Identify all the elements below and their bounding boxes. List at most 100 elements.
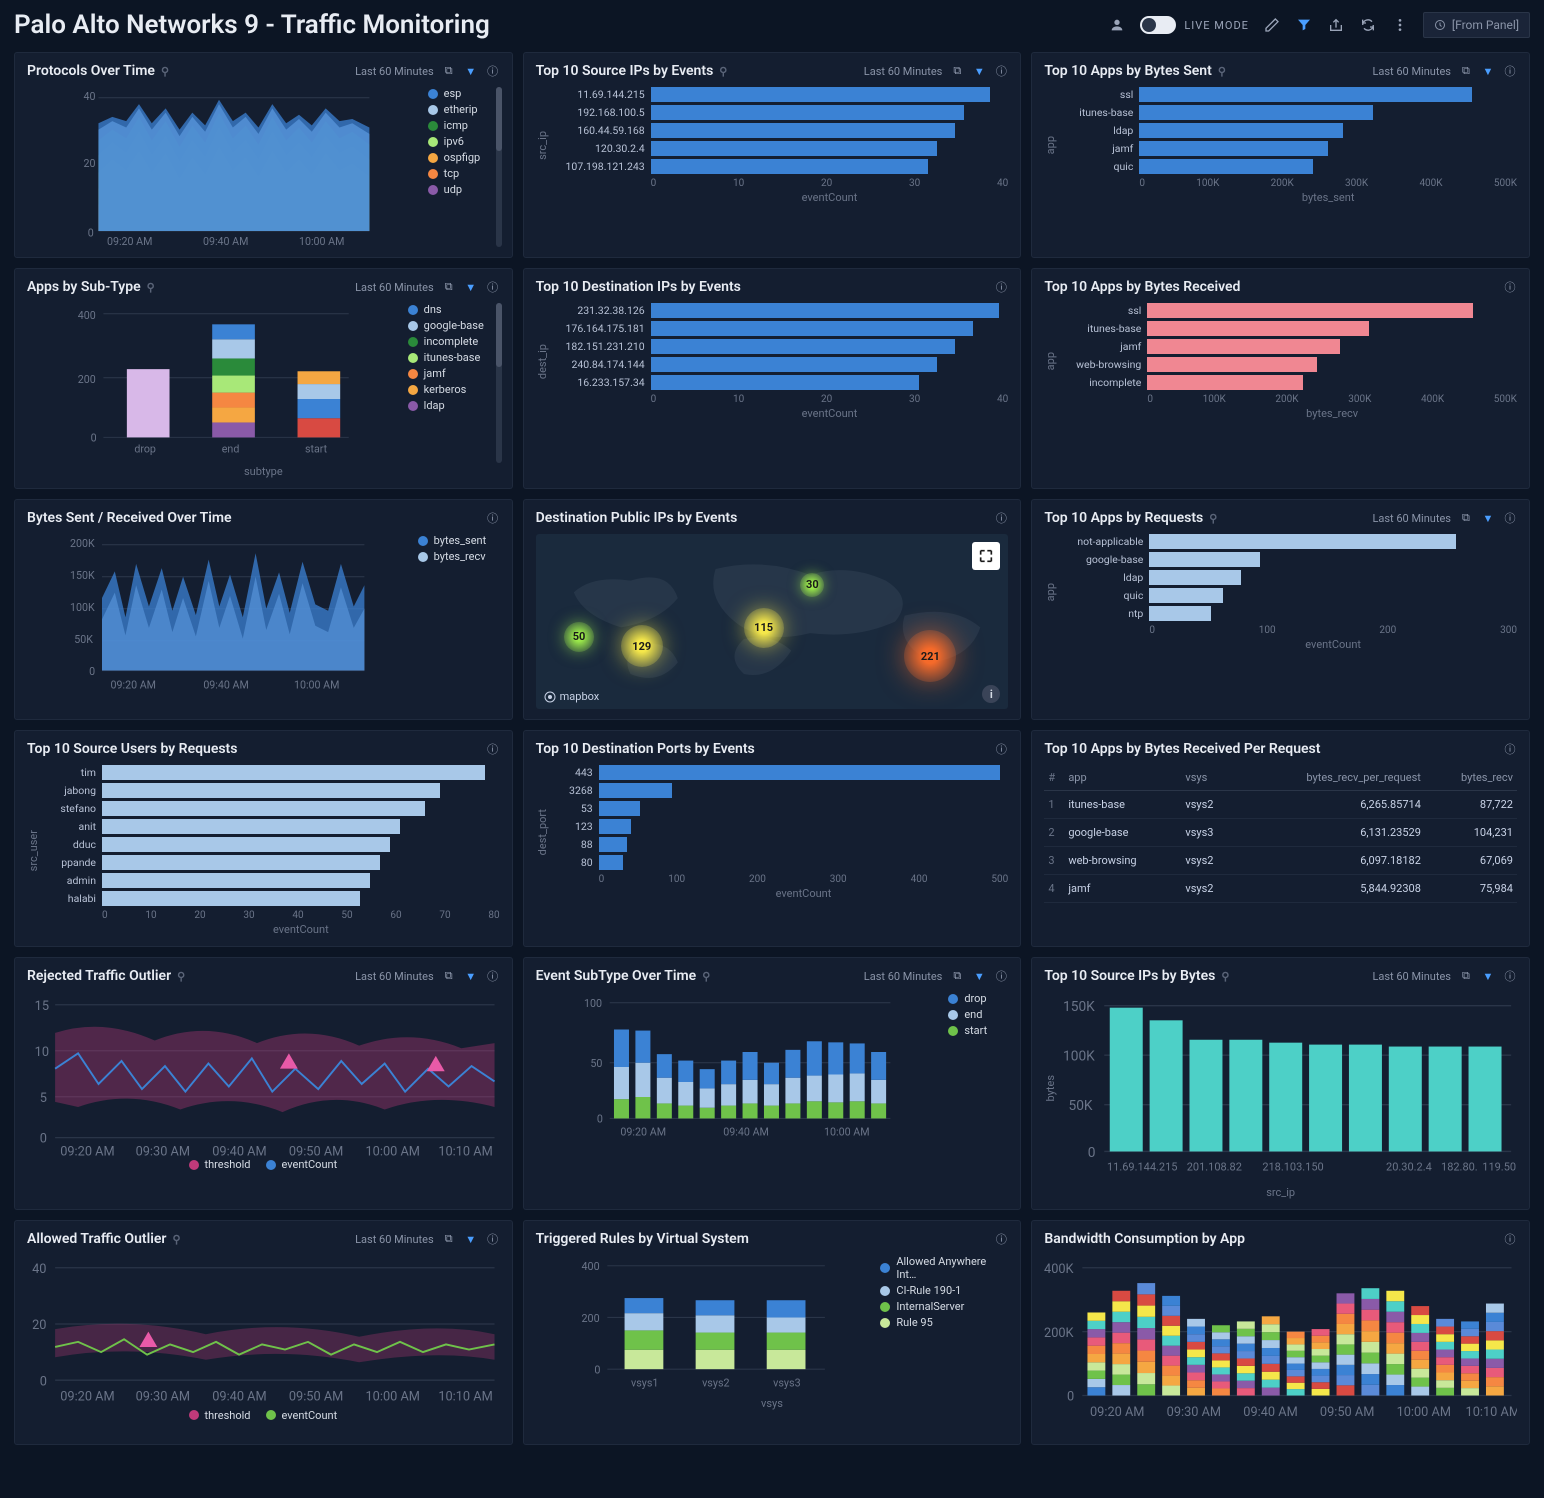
svg-text:100K: 100K xyxy=(1063,1049,1095,1065)
info-icon[interactable]: ⓘ xyxy=(1503,64,1517,78)
bar-row: halabi xyxy=(46,891,500,906)
svg-text:10:00 AM: 10:00 AM xyxy=(824,1126,870,1139)
svg-text:0: 0 xyxy=(91,432,97,445)
info-icon[interactable]: ⓘ xyxy=(1503,511,1517,525)
panel-bandwidth-by-app: Bandwidth Consumption by App ⓘ 400K 200K… xyxy=(1031,1220,1530,1445)
info-icon[interactable]: ⓘ xyxy=(486,280,500,294)
filter-icon[interactable]: ▼ xyxy=(1481,64,1495,78)
legend: thresholdeventCount xyxy=(181,1160,345,1173)
info-icon[interactable]: ⓘ xyxy=(994,742,1008,756)
magnify-icon[interactable]: ⚲ xyxy=(1221,970,1229,983)
info-icon[interactable]: ⓘ xyxy=(1503,742,1517,756)
svg-text:09:40 AM: 09:40 AM xyxy=(212,1390,266,1405)
copy-icon[interactable]: ⧉ xyxy=(1459,64,1473,78)
svg-text:vsys2: vsys2 xyxy=(702,1377,729,1390)
copy-icon[interactable]: ⧉ xyxy=(1459,511,1473,525)
user-icon[interactable] xyxy=(1108,16,1126,34)
info-icon[interactable]: ⓘ xyxy=(486,511,500,525)
svg-text:09:20 AM: 09:20 AM xyxy=(111,679,156,692)
filter-icon[interactable]: ▼ xyxy=(1481,511,1495,525)
info-icon[interactable]: ⓘ xyxy=(994,511,1008,525)
info-icon[interactable]: ⓘ xyxy=(1503,969,1517,983)
panel-protocols-over-time: Protocols Over Time⚲ Last 60 Minutes⧉▼ⓘ … xyxy=(14,52,513,258)
magnify-icon[interactable]: ⚲ xyxy=(177,970,185,983)
info-icon[interactable]: ⓘ xyxy=(486,64,500,78)
filter-icon[interactable]: ▼ xyxy=(1481,969,1495,983)
filter-icon[interactable]: ▼ xyxy=(464,280,478,294)
svg-text:0: 0 xyxy=(40,1132,47,1147)
bar-row: 176.164.175.181 xyxy=(555,321,1009,336)
table-row[interactable]: 3web-browsingvsys26,097.1818267,069 xyxy=(1044,847,1517,875)
map-bubble[interactable]: 129 xyxy=(621,625,663,667)
info-icon[interactable]: ⓘ xyxy=(1503,1232,1517,1246)
svg-text:09:40 AM: 09:40 AM xyxy=(203,235,248,247)
svg-text:200: 200 xyxy=(78,373,96,386)
svg-text:09:40 AM: 09:40 AM xyxy=(723,1126,769,1139)
magnify-icon[interactable]: ⚲ xyxy=(1209,512,1217,525)
edit-icon[interactable] xyxy=(1263,16,1281,34)
bar-row: jamf xyxy=(1063,339,1517,354)
magnify-icon[interactable]: ⚲ xyxy=(1218,65,1226,78)
panel-top-apps-requests: Top 10 Apps by Requests⚲ Last 60 Minutes… xyxy=(1031,499,1530,720)
info-icon[interactable]: ⓘ xyxy=(486,1232,500,1246)
svg-text:150K: 150K xyxy=(70,569,95,582)
legend: espetheripicmpipv6ospfigptcpudp xyxy=(428,87,500,247)
magnify-icon[interactable]: ⚲ xyxy=(161,65,169,78)
bar-row: tim xyxy=(46,765,500,780)
copy-icon[interactable]: ⧉ xyxy=(442,969,456,983)
from-panel-badge[interactable]: [From Panel] xyxy=(1423,12,1530,38)
copy-icon[interactable]: ⧉ xyxy=(950,64,964,78)
bar-row: ldap xyxy=(1063,570,1517,585)
bar-row: 107.198.121.243 xyxy=(555,159,1009,174)
info-icon[interactable]: ⓘ xyxy=(994,969,1008,983)
panel-table-bytes-per-request: Top 10 Apps by Bytes Received Per Reques… xyxy=(1031,730,1530,947)
bar-row: 53 xyxy=(555,801,1009,816)
info-icon[interactable]: ⓘ xyxy=(994,280,1008,294)
copy-icon[interactable]: ⧉ xyxy=(950,969,964,983)
expand-icon[interactable] xyxy=(972,542,1000,570)
filter-icon[interactable]: ▼ xyxy=(464,969,478,983)
copy-icon[interactable]: ⧉ xyxy=(442,1232,456,1246)
info-icon[interactable]: ⓘ xyxy=(486,969,500,983)
filter-icon[interactable]: ▼ xyxy=(972,969,986,983)
live-mode-toggle[interactable]: LIVE MODE xyxy=(1140,16,1249,34)
map-bubble[interactable]: 50 xyxy=(564,622,594,652)
share-icon[interactable] xyxy=(1327,16,1345,34)
world-map[interactable]: 5012911530221 mapbox i xyxy=(536,534,1009,709)
svg-text:40: 40 xyxy=(32,1262,46,1277)
bar-row: ssl xyxy=(1063,87,1517,102)
copy-icon[interactable]: ⧉ xyxy=(1459,969,1473,983)
legend-scrollbar[interactable] xyxy=(496,87,502,247)
magnify-icon[interactable]: ⚲ xyxy=(702,970,710,983)
bar-row: 443 xyxy=(555,765,1009,780)
magnify-icon[interactable]: ⚲ xyxy=(719,65,727,78)
svg-text:09:50 AM: 09:50 AM xyxy=(1320,1405,1374,1420)
copy-icon[interactable]: ⧉ xyxy=(442,64,456,78)
svg-text:09:20 AM: 09:20 AM xyxy=(60,1390,114,1405)
magnify-icon[interactable]: ⚲ xyxy=(147,281,155,294)
info-icon[interactable]: ⓘ xyxy=(1503,280,1517,294)
info-icon[interactable]: ⓘ xyxy=(994,64,1008,78)
refresh-icon[interactable] xyxy=(1359,16,1377,34)
copy-icon[interactable]: ⧉ xyxy=(442,280,456,294)
filter-icon[interactable]: ▼ xyxy=(464,64,478,78)
more-icon[interactable] xyxy=(1391,16,1409,34)
filter-icon[interactable] xyxy=(1295,16,1313,34)
legend-scrollbar[interactable] xyxy=(496,303,502,463)
magnify-icon[interactable]: ⚲ xyxy=(172,1233,180,1246)
info-icon[interactable]: ⓘ xyxy=(486,742,500,756)
bar-row: 88 xyxy=(555,837,1009,852)
svg-text:400: 400 xyxy=(581,1261,599,1274)
svg-text:09:20 AM: 09:20 AM xyxy=(60,1145,114,1159)
map-bubble[interactable]: 115 xyxy=(744,608,784,648)
info-icon[interactable]: ⓘ xyxy=(994,1232,1008,1246)
table-row[interactable]: 1itunes-basevsys26,265.8571487,722 xyxy=(1044,791,1517,819)
map-bubble[interactable]: 30 xyxy=(800,573,824,597)
table-row[interactable]: 2google-basevsys36,131.23529104,231 xyxy=(1044,819,1517,847)
table-row[interactable]: 4jamfvsys25,844.9230875,984 xyxy=(1044,875,1517,903)
panel-bytes-over-time: Bytes Sent / Received Over Time ⓘ 200K 1… xyxy=(14,499,513,720)
header-actions: LIVE MODE [From Panel] xyxy=(1108,12,1530,38)
bar-row: 231.32.38.126 xyxy=(555,303,1009,318)
filter-icon[interactable]: ▼ xyxy=(464,1232,478,1246)
filter-icon[interactable]: ▼ xyxy=(972,64,986,78)
